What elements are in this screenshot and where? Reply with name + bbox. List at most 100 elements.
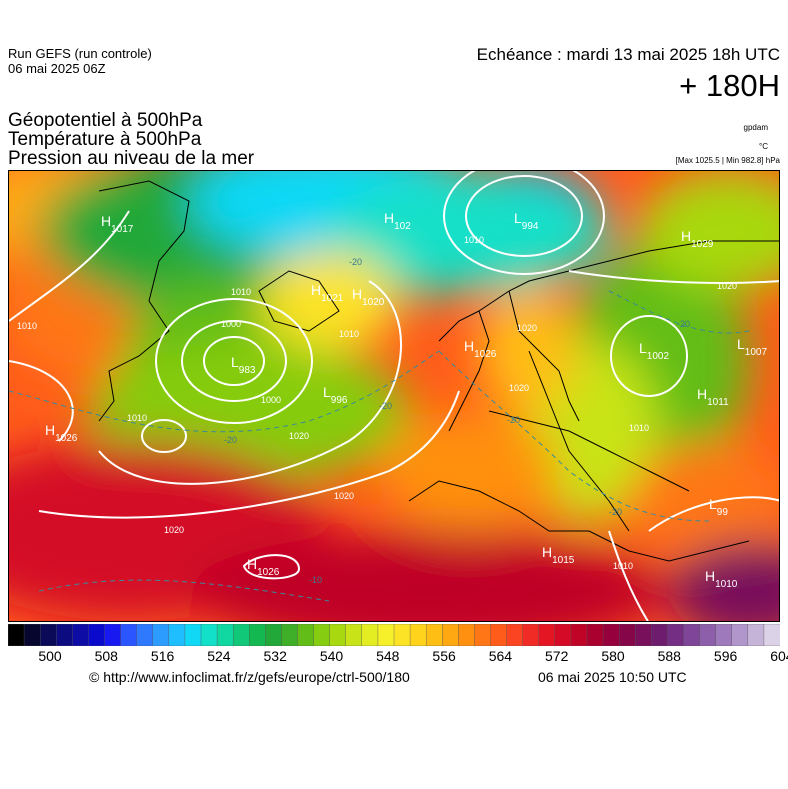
isobar-label: 1020 <box>164 525 184 535</box>
pressure-range: [Max 1025.5 | Min 982.8] hPa <box>675 156 780 165</box>
colorbar-swatch <box>699 623 717 647</box>
isobar-label: 1010 <box>231 287 251 297</box>
colorbar-tick-label: 500 <box>38 648 62 664</box>
colorbar-swatch <box>474 623 492 647</box>
colorbar-swatch <box>538 623 556 647</box>
colorbar-swatch <box>200 623 218 647</box>
layer-title-pressure: Pression au niveau de la mer <box>8 148 255 169</box>
isobar-label: 1020 <box>717 281 737 291</box>
colorbar-swatch <box>442 623 460 647</box>
pressure-center-label: H1026 <box>247 556 280 578</box>
pressure-center-label: H1029 <box>681 228 714 250</box>
colorbar-swatch <box>88 623 106 647</box>
isobar-label: 1010 <box>629 423 649 433</box>
colorbar-tick-label: 572 <box>545 648 569 664</box>
colorbar-tick-label: 548 <box>376 648 400 664</box>
temperature-label: -20 <box>677 319 690 329</box>
colorbar-swatch <box>731 623 749 647</box>
colorbar-swatch <box>425 623 443 647</box>
colorbar-swatch <box>313 623 331 647</box>
pressure-center-label: H1015 <box>542 544 575 566</box>
temperature-label: -20 <box>349 257 362 267</box>
colorbar-tick-label: 556 <box>432 648 456 664</box>
pressure-center-label: L983 <box>231 354 256 376</box>
colorbar-swatch <box>7 623 25 647</box>
colorbar-swatch <box>72 623 90 647</box>
pressure-center-label: H1021 <box>311 282 344 304</box>
isobar-label: 1010 <box>464 235 484 245</box>
colorbar-swatch <box>345 623 363 647</box>
colorbar-swatch <box>23 623 41 647</box>
colorbar-tick-label: 564 <box>488 648 513 664</box>
colorbar-swatch <box>39 623 57 647</box>
colorbar-swatch <box>409 623 427 647</box>
pressure-center-label: L1002 <box>639 340 669 362</box>
isobar-label: 1010 <box>613 561 633 571</box>
lead-time: + 180H <box>679 68 780 103</box>
colorbar-swatch <box>618 623 636 647</box>
colorbar-tick-label: 524 <box>207 648 231 664</box>
weather-map-canvas: H1017 H102 L994 H1029 H1021 H1020 L983 L… <box>9 171 779 621</box>
pressure-centers: H1017 H102 L994 H1029 H1021 H1020 L983 L… <box>45 210 767 590</box>
colorbar-swatch <box>506 623 524 647</box>
pressure-center-label: L99 <box>709 496 728 518</box>
isobar-label: 1010 <box>127 413 147 423</box>
colorbar-swatch <box>329 623 347 647</box>
colorbar-swatch <box>249 623 267 647</box>
colorbar-swatches <box>7 623 781 647</box>
issued-time: 06 mai 2025 10:50 UTC <box>538 669 687 685</box>
colorbar-swatch <box>104 623 122 647</box>
pressure-center-label: H1020 <box>352 286 385 308</box>
colorbar-swatch <box>297 623 315 647</box>
temperature-label: -10 <box>309 575 322 585</box>
isobar-label: 1020 <box>509 383 529 393</box>
colorbar-swatch <box>361 623 379 647</box>
pressure-center-label: L994 <box>514 210 539 232</box>
isobar-label: 1020 <box>289 431 309 441</box>
pressure-center-label: H1011 <box>697 386 729 408</box>
weather-map: H1017 H102 L994 H1029 H1021 H1020 L983 L… <box>8 170 780 622</box>
colorbar-swatch <box>747 623 765 647</box>
run-date: 06 mai 2025 06Z <box>8 61 106 76</box>
colorbar-swatch <box>602 623 620 647</box>
unit-temperature: °C <box>759 142 768 151</box>
colorbar-tick-label: 580 <box>601 648 625 664</box>
colorbar-tick-label: 540 <box>319 648 344 664</box>
colorbar-tick-label: 596 <box>713 648 738 664</box>
colorbar-swatch <box>522 623 540 647</box>
colorbar-swatch <box>281 623 299 647</box>
colorbar-swatch <box>763 623 781 647</box>
colorbar-swatch <box>667 623 685 647</box>
colorbar-swatch <box>651 623 669 647</box>
colorbar-swatch <box>232 623 250 647</box>
colorbar-swatch <box>265 623 283 647</box>
colorbar-swatch <box>216 623 234 647</box>
colorbar <box>7 623 781 647</box>
colorbar-swatch <box>152 623 170 647</box>
colorbar-swatch <box>458 623 476 647</box>
unit-geopotential: gpdam <box>743 123 768 132</box>
colorbar-swatch <box>635 623 653 647</box>
pressure-center-label: H102 <box>384 210 411 232</box>
colorbar-labels: 500 508 516 524 532 540 548 556 564 572 580 588 596 6… <box>8 648 788 666</box>
layer-title-geopotential: Géopotentiel à 500hPa <box>8 110 203 131</box>
isobar-label: 1020 <box>334 491 354 501</box>
isobar-label: 1000 <box>261 395 281 405</box>
colorbar-swatch <box>393 623 411 647</box>
pressure-center-label: H1017 <box>101 213 134 235</box>
pressure-center-label: L996 <box>323 384 348 406</box>
pressure-center-label: L1007 <box>737 336 767 358</box>
colorbar-swatch <box>120 623 138 647</box>
forecast-valid-time: Echéance : mardi 13 mai 2025 18h UTC <box>476 45 780 64</box>
colorbar-swatch <box>136 623 154 647</box>
isobar-labels: 1010 1020 1000 1010 1010 1020 1010 1000 … <box>17 235 737 571</box>
pressure-center-label: H1026 <box>45 422 78 444</box>
colorbar-swatch <box>683 623 701 647</box>
isobar-label: 1010 <box>17 321 37 331</box>
temperature-label: -20 <box>507 415 520 425</box>
pressure-center-label: H1026 <box>464 338 497 360</box>
colorbar-swatch <box>715 623 733 647</box>
temperature-label: -20 <box>609 507 622 517</box>
colorbar-swatch <box>184 623 202 647</box>
colorbar-tick-label: 588 <box>657 648 681 664</box>
